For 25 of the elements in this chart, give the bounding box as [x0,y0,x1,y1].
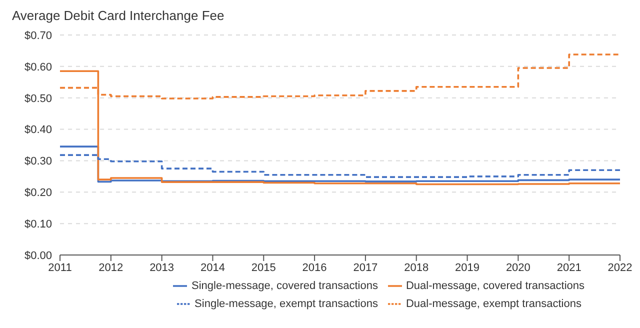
x-tick-label: 2015 [251,262,276,274]
x-tick-label: 2018 [404,262,429,274]
x-tick-label: 2017 [353,262,378,274]
legend-label: Single-message, exempt transactions [194,298,378,310]
legend-label: Dual-message, exempt transactions [406,298,582,310]
y-tick-label: $0.60 [24,61,52,74]
x-tick-label: 2013 [150,262,174,274]
x-tick-label: 2016 [302,262,327,274]
y-tick-label: $0.30 [24,156,52,168]
x-tick-label: 2014 [200,262,225,274]
y-tick-label: $0.00 [24,250,52,262]
legend-label: Dual-message, covered transactions [406,280,584,292]
y-tick-label: $0.20 [24,187,52,200]
legend-label: Single-message, covered transactions [191,280,378,292]
y-tick-label: $0.50 [24,92,52,105]
x-tick-label: 2022 [608,262,632,274]
y-tick-label: $0.10 [24,218,52,230]
chart-title: Average Debit Card Interchange Fee [12,8,226,23]
x-tick-label: 2019 [455,262,480,274]
x-tick-label: 2020 [506,262,530,274]
y-tick-label: $0.40 [24,124,52,136]
x-tick-label: 2012 [98,262,124,274]
x-tick-label: 2011 [48,262,72,274]
x-tick-label: 2021 [556,262,582,274]
y-tick-label: $0.70 [24,30,52,42]
